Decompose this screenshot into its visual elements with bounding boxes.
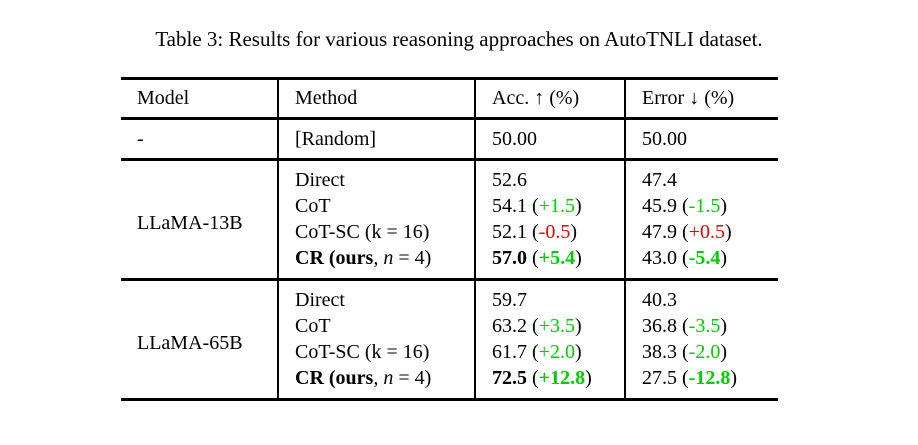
error-value: 36.8 — [642, 315, 677, 337]
acc-cell: 72.5 (+12.8) — [474, 365, 625, 400]
error-cell: 27.5 (-12.8) — [624, 365, 778, 400]
header-model: Model — [137, 87, 190, 109]
acc-delta: (+12.8) — [532, 367, 592, 389]
error-cell: 36.8 (-3.5) — [624, 313, 778, 339]
header-error-label: Error — [642, 87, 685, 109]
error-value: 45.9 — [642, 195, 677, 217]
acc-delta: (-0.5) — [532, 221, 578, 243]
header-error: Error ↓ (%) — [624, 78, 778, 119]
table-header: Model Method Acc. ↑ (%) Error ↓ (%) — [121, 78, 778, 119]
error-cell: 47.9 (+0.5) — [624, 219, 778, 245]
method-cell: [Random] — [277, 118, 475, 160]
error-delta: (-1.5) — [682, 195, 728, 217]
acc-value: 63.2 — [492, 315, 527, 337]
error-delta: (-3.5) — [682, 315, 728, 337]
error-cell: 47.4 — [624, 159, 778, 193]
error-delta: (-2.0) — [682, 341, 728, 363]
error-cell: 45.9 (-1.5) — [624, 193, 778, 219]
model-cell: LLaMA-65B — [137, 331, 243, 354]
header-error-unit: (%) — [704, 87, 735, 109]
acc-value: 54.1 — [492, 195, 527, 217]
error-value: 40.3 — [642, 289, 677, 311]
method-cell: Direct — [277, 159, 475, 193]
table-row: LLaMA-65B Direct 59.7 40.3 — [121, 279, 778, 354]
header-acc-unit: (%) — [549, 87, 580, 109]
table-caption: Table 3: Results for various reasoning a… — [155, 27, 763, 51]
error-cell: 38.3 (-2.0) — [624, 339, 778, 365]
method-cell: CoT-SC (k = 16) — [277, 219, 475, 245]
acc-value: 61.7 — [492, 341, 527, 363]
acc-cell: 52.1 (-0.5) — [474, 219, 625, 245]
table-row: CR (ours, n = 4) 72.5 (+12.8) 27.5 (-12.… — [121, 365, 778, 400]
error-delta: (-5.4) — [682, 247, 728, 269]
header-acc: Acc. ↑ (%) — [474, 78, 625, 119]
table-row: CoT-SC (k = 16) 52.1 (-0.5) 47.9 (+0.5) — [121, 219, 778, 245]
acc-cell: 54.1 (+1.5) — [474, 193, 625, 219]
error-value: 38.3 — [642, 341, 677, 363]
method-cell: CR (ours, n = 4) — [277, 245, 475, 280]
acc-value: 50.00 — [492, 127, 537, 150]
header-method: Method — [277, 78, 475, 119]
error-value: 43.0 — [642, 247, 677, 269]
method-cell: CoT — [277, 193, 475, 219]
error-cell: 50.00 — [624, 118, 778, 160]
acc-value: 52.6 — [492, 169, 527, 191]
acc-cell: 61.7 (+2.0) — [474, 339, 625, 365]
llama-65b-section: LLaMA-65B Direct 59.7 40.3 CoT 63.2 (+3.… — [121, 279, 778, 400]
acc-delta: (+5.4) — [532, 247, 582, 269]
table-row: LLaMA-13B Direct 52.6 47.4 — [121, 159, 778, 234]
error-delta: (+0.5) — [682, 221, 732, 243]
error-value: 27.5 — [642, 367, 677, 389]
arrow-up-icon: ↑ — [534, 87, 545, 109]
table-row: CoT 63.2 (+3.5) 36.8 (-3.5) — [121, 313, 778, 339]
acc-delta: (+2.0) — [532, 341, 582, 363]
acc-value: 57.0 — [492, 247, 527, 269]
arrow-down-icon: ↓ — [689, 87, 700, 109]
llama-13b-section: LLaMA-13B Direct 52.6 47.4 CoT 54.1 (+1.… — [121, 159, 778, 280]
table-row: CoT 54.1 (+1.5) 45.9 (-1.5) — [121, 193, 778, 219]
acc-cell: 59.7 — [474, 279, 625, 313]
error-cell: 43.0 (-5.4) — [624, 245, 778, 280]
error-delta: (-12.8) — [682, 367, 738, 389]
method-cell: Direct — [277, 279, 475, 313]
acc-cell: 52.6 — [474, 159, 625, 193]
acc-cell: 63.2 (+3.5) — [474, 313, 625, 339]
header-row: Model Method Acc. ↑ (%) Error ↓ (%) — [121, 78, 778, 119]
error-value: 50.00 — [642, 127, 687, 150]
table-row: - [Random] 50.00 50.00 — [121, 118, 778, 160]
acc-cell: 50.00 — [474, 118, 625, 160]
acc-value: 52.1 — [492, 221, 527, 243]
acc-delta: (+3.5) — [532, 315, 582, 337]
table-row: CR (ours, n = 4) 57.0 (+5.4) 43.0 (-5.4) — [121, 245, 778, 280]
header-acc-label: Acc. — [492, 87, 530, 109]
table-row: CoT-SC (k = 16) 61.7 (+2.0) 38.3 (-2.0) — [121, 339, 778, 365]
error-cell: 40.3 — [624, 279, 778, 313]
method-cell: CoT — [277, 313, 475, 339]
acc-cell: 57.0 (+5.4) — [474, 245, 625, 280]
error-value: 47.4 — [642, 169, 677, 191]
error-value: 47.9 — [642, 221, 677, 243]
acc-delta: (+1.5) — [532, 195, 582, 217]
method-cell: CoT-SC (k = 16) — [277, 339, 475, 365]
acc-value: 72.5 — [492, 367, 527, 389]
model-cell: - — [137, 127, 144, 150]
acc-value: 59.7 — [492, 289, 527, 311]
results-table: Model Method Acc. ↑ (%) Error ↓ (%) - [R… — [121, 77, 778, 401]
random-baseline-section: - [Random] 50.00 50.00 — [121, 118, 778, 160]
model-cell: LLaMA-13B — [137, 211, 243, 234]
method-cell: CR (ours, n = 4) — [277, 365, 475, 400]
